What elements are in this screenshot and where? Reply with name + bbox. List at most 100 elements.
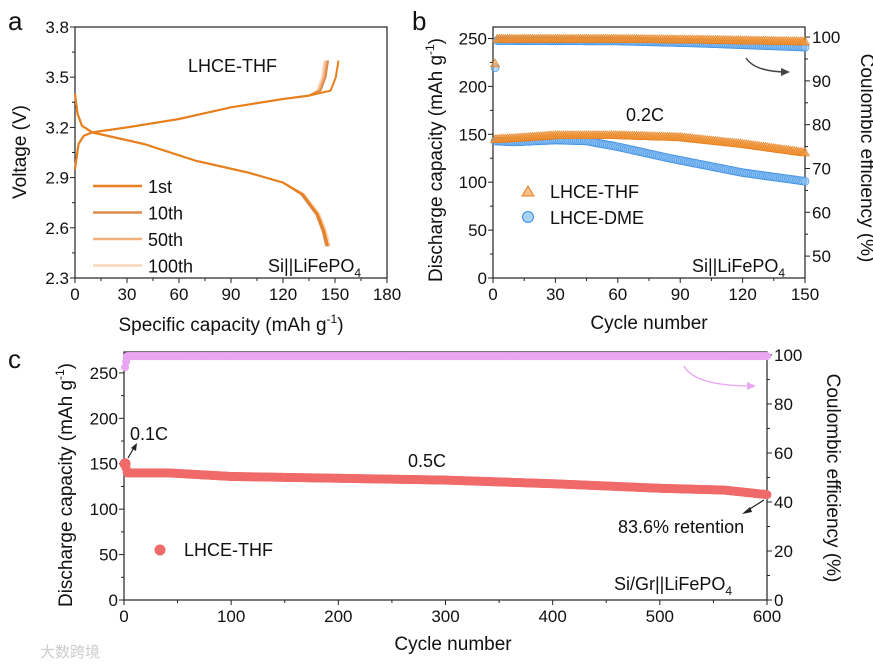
- x-tick-label: 0: [488, 285, 497, 304]
- curve-discharge-1st: [74, 93, 330, 247]
- x-tick-label: 120: [269, 285, 297, 304]
- ce-marker: [799, 36, 811, 46]
- x-tick-label: 120: [728, 285, 756, 304]
- curve-discharge-10th: [74, 93, 328, 247]
- panel-label-a: a: [8, 6, 23, 36]
- y2-tick-label: 100: [774, 346, 802, 365]
- capacity-marker: [762, 490, 772, 500]
- y-tick-label: 250: [90, 364, 118, 383]
- legend-label-1st: 1st: [148, 177, 172, 197]
- panel-b-cell-label: Si||LiFePO4: [692, 256, 785, 280]
- y-tick-label: 0: [109, 591, 118, 610]
- y2-tick-label: 80: [774, 395, 793, 414]
- capacity-marker: [800, 176, 810, 186]
- legend-label-50th: 50th: [148, 230, 183, 250]
- panel-a-xlabel: Specific capacity (mAh g-1): [118, 312, 343, 336]
- panel-b: 0 30 60 90 120 150 0 50 100 150 200 250 50 60 70 80 90 10…: [459, 26, 840, 304]
- x-tick-label: 60: [608, 285, 627, 304]
- x-tick-label: 100: [217, 607, 245, 626]
- y-tick-label: 50: [468, 221, 487, 240]
- y-tick-label: 3.8: [45, 18, 69, 37]
- arrow-c-01c-head: [131, 443, 137, 451]
- y2-tick-label: 0: [774, 591, 783, 610]
- watermark: 大数跨境: [40, 643, 100, 661]
- y2-tick-label: 60: [812, 203, 831, 222]
- x-tick-label: 90: [222, 285, 241, 304]
- arrow-c-retention-head: [742, 507, 752, 514]
- capacity-marker: [799, 147, 811, 157]
- panel-a-cell-label: Si||LiFePO4: [268, 256, 361, 280]
- y2-tick-label: 80: [812, 116, 831, 135]
- panel-c-y2label: Coulombic efficiency (%): [822, 374, 843, 583]
- legend-c-thf-label: LHCE-THF: [184, 540, 273, 560]
- panel-c: 0 100 200 300 400 500 600050100150200250020406…: [90, 346, 803, 626]
- panel-a-title: LHCE-THF: [188, 56, 277, 76]
- y-tick-label: 200: [459, 77, 487, 96]
- panel-c-cell-label: Si/Gr||LiFePO4: [614, 574, 732, 598]
- x-tick-label: 200: [324, 607, 352, 626]
- y2-tick-label: 20: [774, 542, 793, 561]
- panel-b-y2label: Coulombic efficiency (%): [856, 54, 873, 263]
- y-tick-label: 2.9: [45, 169, 69, 188]
- arrow-b-head: [781, 68, 790, 76]
- x-tick-label: 400: [538, 607, 566, 626]
- y2-tick-label: 60: [774, 444, 793, 463]
- curve-charge-1st: [74, 60, 340, 170]
- ce-marker: [763, 352, 771, 361]
- y-tick-label: 200: [90, 409, 118, 428]
- panel-c-retention-label: 83.6% retention: [618, 517, 744, 537]
- x-tick-label: 0: [70, 285, 79, 304]
- panel-a: 0 30 60 90 120 150 180 2.3 2.6 2.9 3.2 3.5 3.8 100th 5…: [45, 18, 401, 304]
- y2-tick-label: 70: [812, 159, 831, 178]
- panel-label-c: c: [8, 344, 21, 374]
- panel-c-ylabel: Discharge capacity (mAh g-1): [53, 363, 77, 607]
- panel-c-xlabel: Cycle number: [394, 634, 512, 655]
- y-tick-label: 100: [459, 173, 487, 192]
- legend-c-thf-marker: [154, 544, 166, 556]
- curve-discharge-50th: [74, 93, 330, 247]
- y2-tick-label: 100: [812, 28, 840, 47]
- ce-marker: [490, 58, 501, 68]
- x-tick-label: 60: [170, 285, 189, 304]
- legend-label-10th: 10th: [148, 204, 183, 224]
- curve-discharge-100th: [74, 93, 331, 247]
- x-tick-label: 30: [546, 285, 565, 304]
- arrow-c-ce-line: [683, 365, 753, 387]
- legend-b-thf-marker: [521, 185, 535, 197]
- panel-b-rate-label: 0.2C: [626, 105, 664, 125]
- y2-tick-label: 50: [812, 247, 831, 266]
- y-tick-label: 150: [90, 455, 118, 474]
- arrow-c-ce-head: [747, 382, 756, 390]
- y-tick-label: 2.3: [45, 269, 69, 288]
- x-tick-label: 0: [119, 607, 128, 626]
- y-tick-label: 50: [99, 546, 118, 565]
- y-tick-label: 2.6: [45, 219, 69, 238]
- panel-c-rate-label-2: 0.5C: [408, 451, 446, 471]
- panel-a-ylabel: Voltage (V): [10, 105, 31, 199]
- panel-b-ylabel: Discharge capacity (mAh g-1): [423, 38, 447, 282]
- y-tick-label: 3.5: [45, 68, 69, 87]
- x-tick-label: 150: [321, 285, 349, 304]
- panel-b-xlabel: Cycle number: [590, 313, 708, 334]
- x-tick-label: 90: [671, 285, 690, 304]
- y-tick-label: 3.2: [45, 118, 69, 137]
- panel-label-b: b: [412, 6, 426, 36]
- legend-label-100th: 100th: [148, 257, 193, 277]
- legend-b-thf-label: LHCE-THF: [550, 182, 639, 202]
- panel-c-rate-label-1: 0.1C: [130, 424, 168, 444]
- y2-tick-label: 90: [812, 72, 831, 91]
- legend-b-dme-label: LHCE-DME: [550, 208, 644, 228]
- x-tick-label: 600: [753, 607, 781, 626]
- x-tick-label: 150: [791, 285, 819, 304]
- legend-b-dme-marker: [522, 211, 534, 223]
- y-tick-label: 0: [478, 269, 487, 288]
- y-tick-label: 150: [459, 125, 487, 144]
- y-tick-label: 100: [90, 500, 118, 519]
- x-tick-label: 300: [431, 607, 459, 626]
- x-tick-label: 30: [118, 285, 137, 304]
- y-tick-label: 250: [459, 29, 487, 48]
- x-tick-label: 500: [646, 607, 674, 626]
- y2-tick-label: 40: [774, 493, 793, 512]
- x-tick-label: 180: [373, 285, 401, 304]
